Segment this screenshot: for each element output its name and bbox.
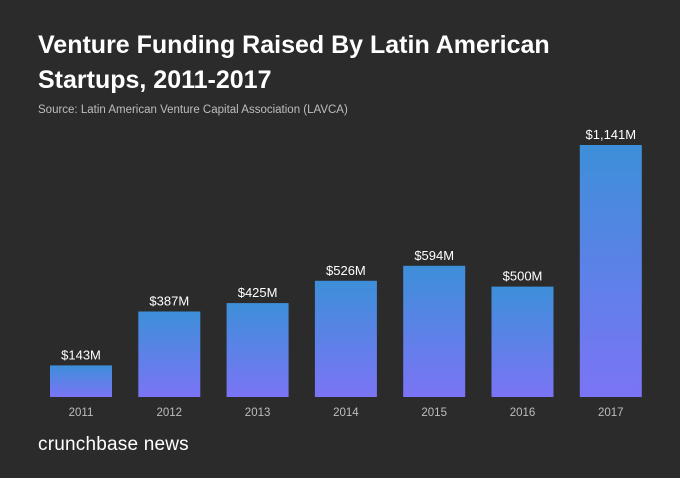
x-tick-2012: 2012 [157,407,183,419]
value-label-2016: $500M [503,269,543,284]
bar-2016 [491,286,554,397]
bar-2017 [579,145,642,397]
bar-2015 [403,265,466,397]
crunchbase-news-logo: crunchbase news [38,434,189,455]
x-tick-2015: 2015 [421,407,447,419]
x-tick-2013: 2013 [245,407,271,419]
value-label-2014: $526M [326,263,366,278]
value-label-2017: $1,141M [586,127,637,142]
bar-2012 [138,311,201,397]
chart-title: Venture Funding Raised By Latin American… [38,31,550,94]
bar-2013 [226,303,289,397]
x-tick-2016: 2016 [510,407,536,419]
value-label-2012: $387M [149,294,189,309]
value-label-2013: $425M [238,285,278,300]
bar-2011 [50,365,112,397]
bars-group: $143M 2011 $387M 2012 $425M 2013 $526M 2014 $594… [50,127,642,419]
chart-source: Source: Latin American Venture Capital A… [38,104,348,116]
value-label-2015: $594M [414,248,454,263]
x-tick-2014: 2014 [333,407,359,419]
value-label-2011: $143M [61,347,101,362]
x-tick-2017: 2017 [598,407,624,419]
bar-2014 [314,280,377,397]
x-tick-2011: 2011 [69,407,94,419]
